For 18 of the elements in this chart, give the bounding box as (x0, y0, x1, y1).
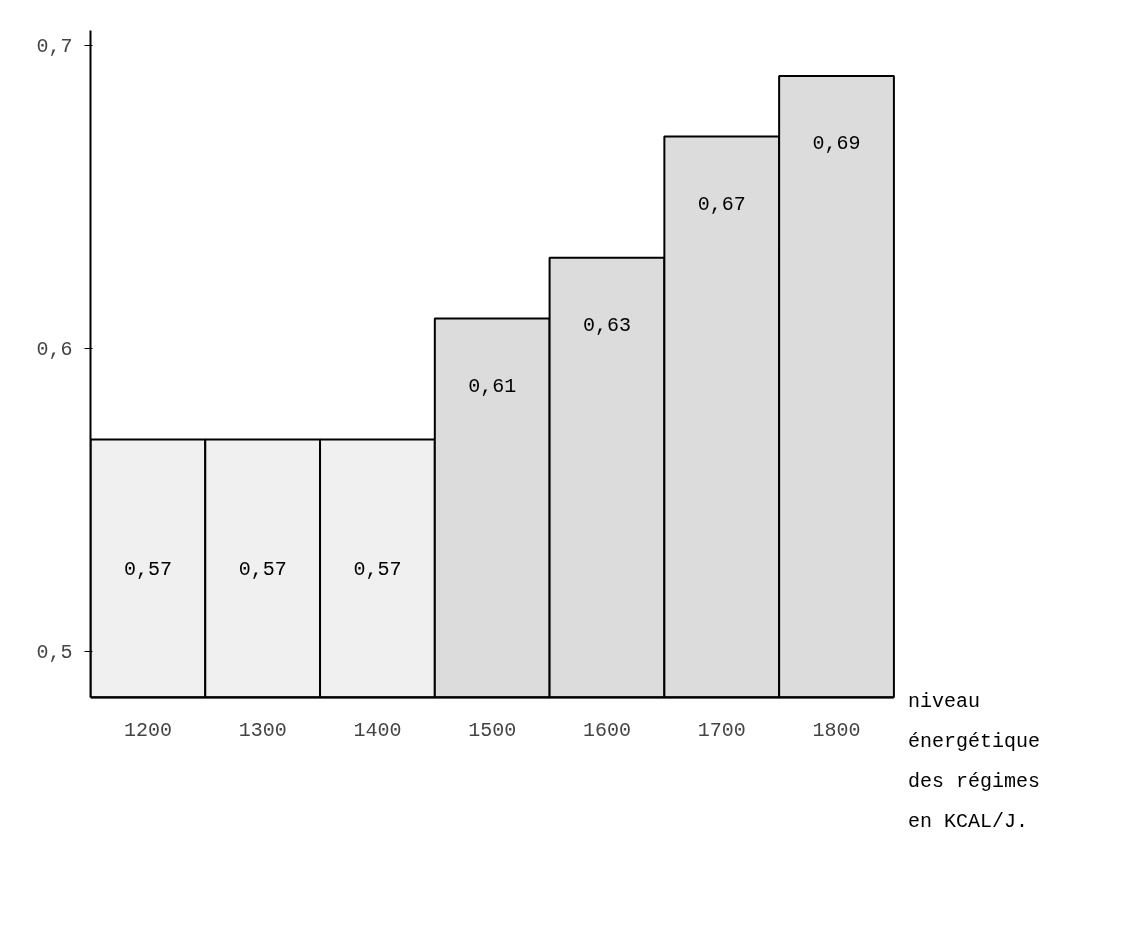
x-tick-label: 1300 (238, 719, 287, 743)
x-tick-label: 1500 (468, 719, 517, 743)
x-tick-label: 1600 (582, 719, 631, 743)
x-tick-label: 1200 (123, 719, 172, 743)
data-label: 0,67 (697, 192, 746, 216)
data-label: 0,61 (468, 374, 517, 398)
data-label: 0,63 (582, 313, 631, 337)
data-label: 0,69 (812, 132, 861, 156)
y-tick-label: 0,5 (36, 641, 73, 665)
data-label: 0,57 (123, 557, 172, 581)
data-label: 0,57 (353, 557, 402, 581)
y-tick-label: 0,7 (36, 35, 73, 59)
y-tick-label: 0,6 (36, 338, 73, 362)
x-tick-label: 1400 (353, 719, 402, 743)
x-axis-title: niveau énergétique des régimes en KCAL/J. (907, 689, 1040, 833)
x-tick-label: 1700 (697, 719, 746, 743)
x-tick-label: 1800 (812, 719, 861, 743)
data-label: 0,57 (238, 557, 287, 581)
